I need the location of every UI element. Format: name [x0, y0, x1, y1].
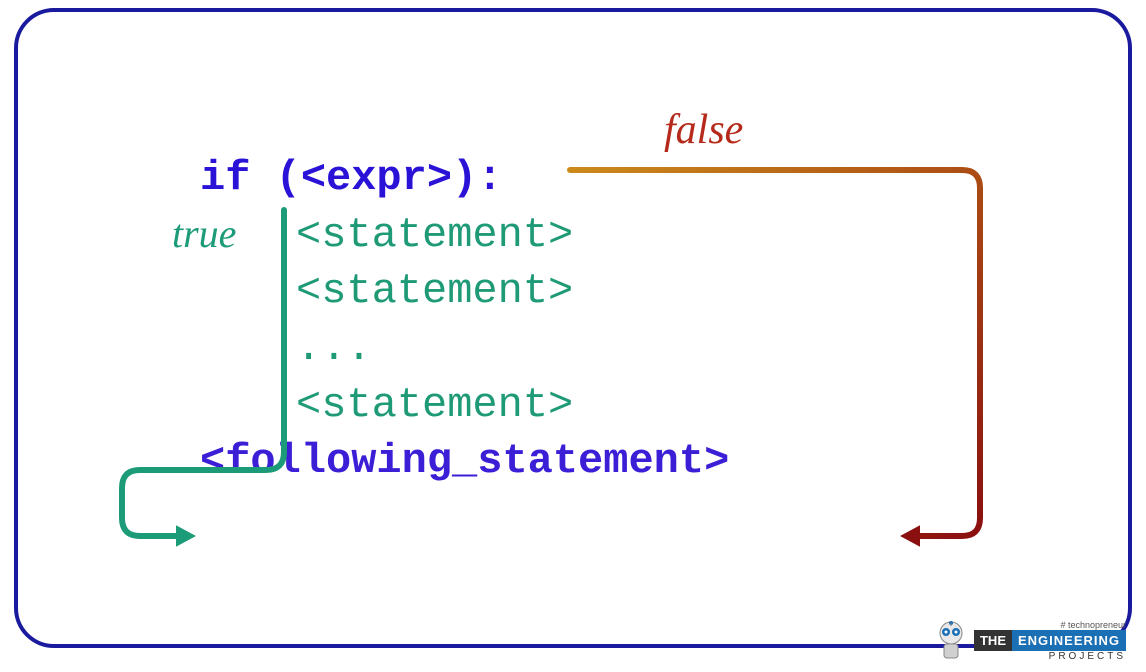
logo-the: THE [974, 630, 1012, 651]
logo-text-block: # technopreneur THE ENGINEERING PROJECTS [974, 620, 1126, 662]
logo-projects: PROJECTS [1049, 651, 1126, 662]
robot-icon [934, 620, 968, 662]
logo-hashtag: # technopreneur [1060, 620, 1126, 630]
true-label: true [172, 210, 236, 257]
logo-main: THE ENGINEERING [974, 630, 1126, 651]
code-block: if (<expr>): <statement> <statement> ...… [200, 150, 729, 490]
statement-line: <statement> [200, 207, 729, 264]
statement-line: <statement> [200, 377, 729, 434]
brand-logo: # technopreneur THE ENGINEERING PROJECTS [934, 620, 1126, 662]
following-statement: <following_statement> [200, 433, 729, 490]
logo-engineering: ENGINEERING [1012, 630, 1126, 651]
statement-line: ... [200, 320, 729, 377]
statement-line: <statement> [200, 263, 729, 320]
false-label: false [664, 106, 743, 154]
if-statement: if (<expr>): [200, 150, 729, 207]
